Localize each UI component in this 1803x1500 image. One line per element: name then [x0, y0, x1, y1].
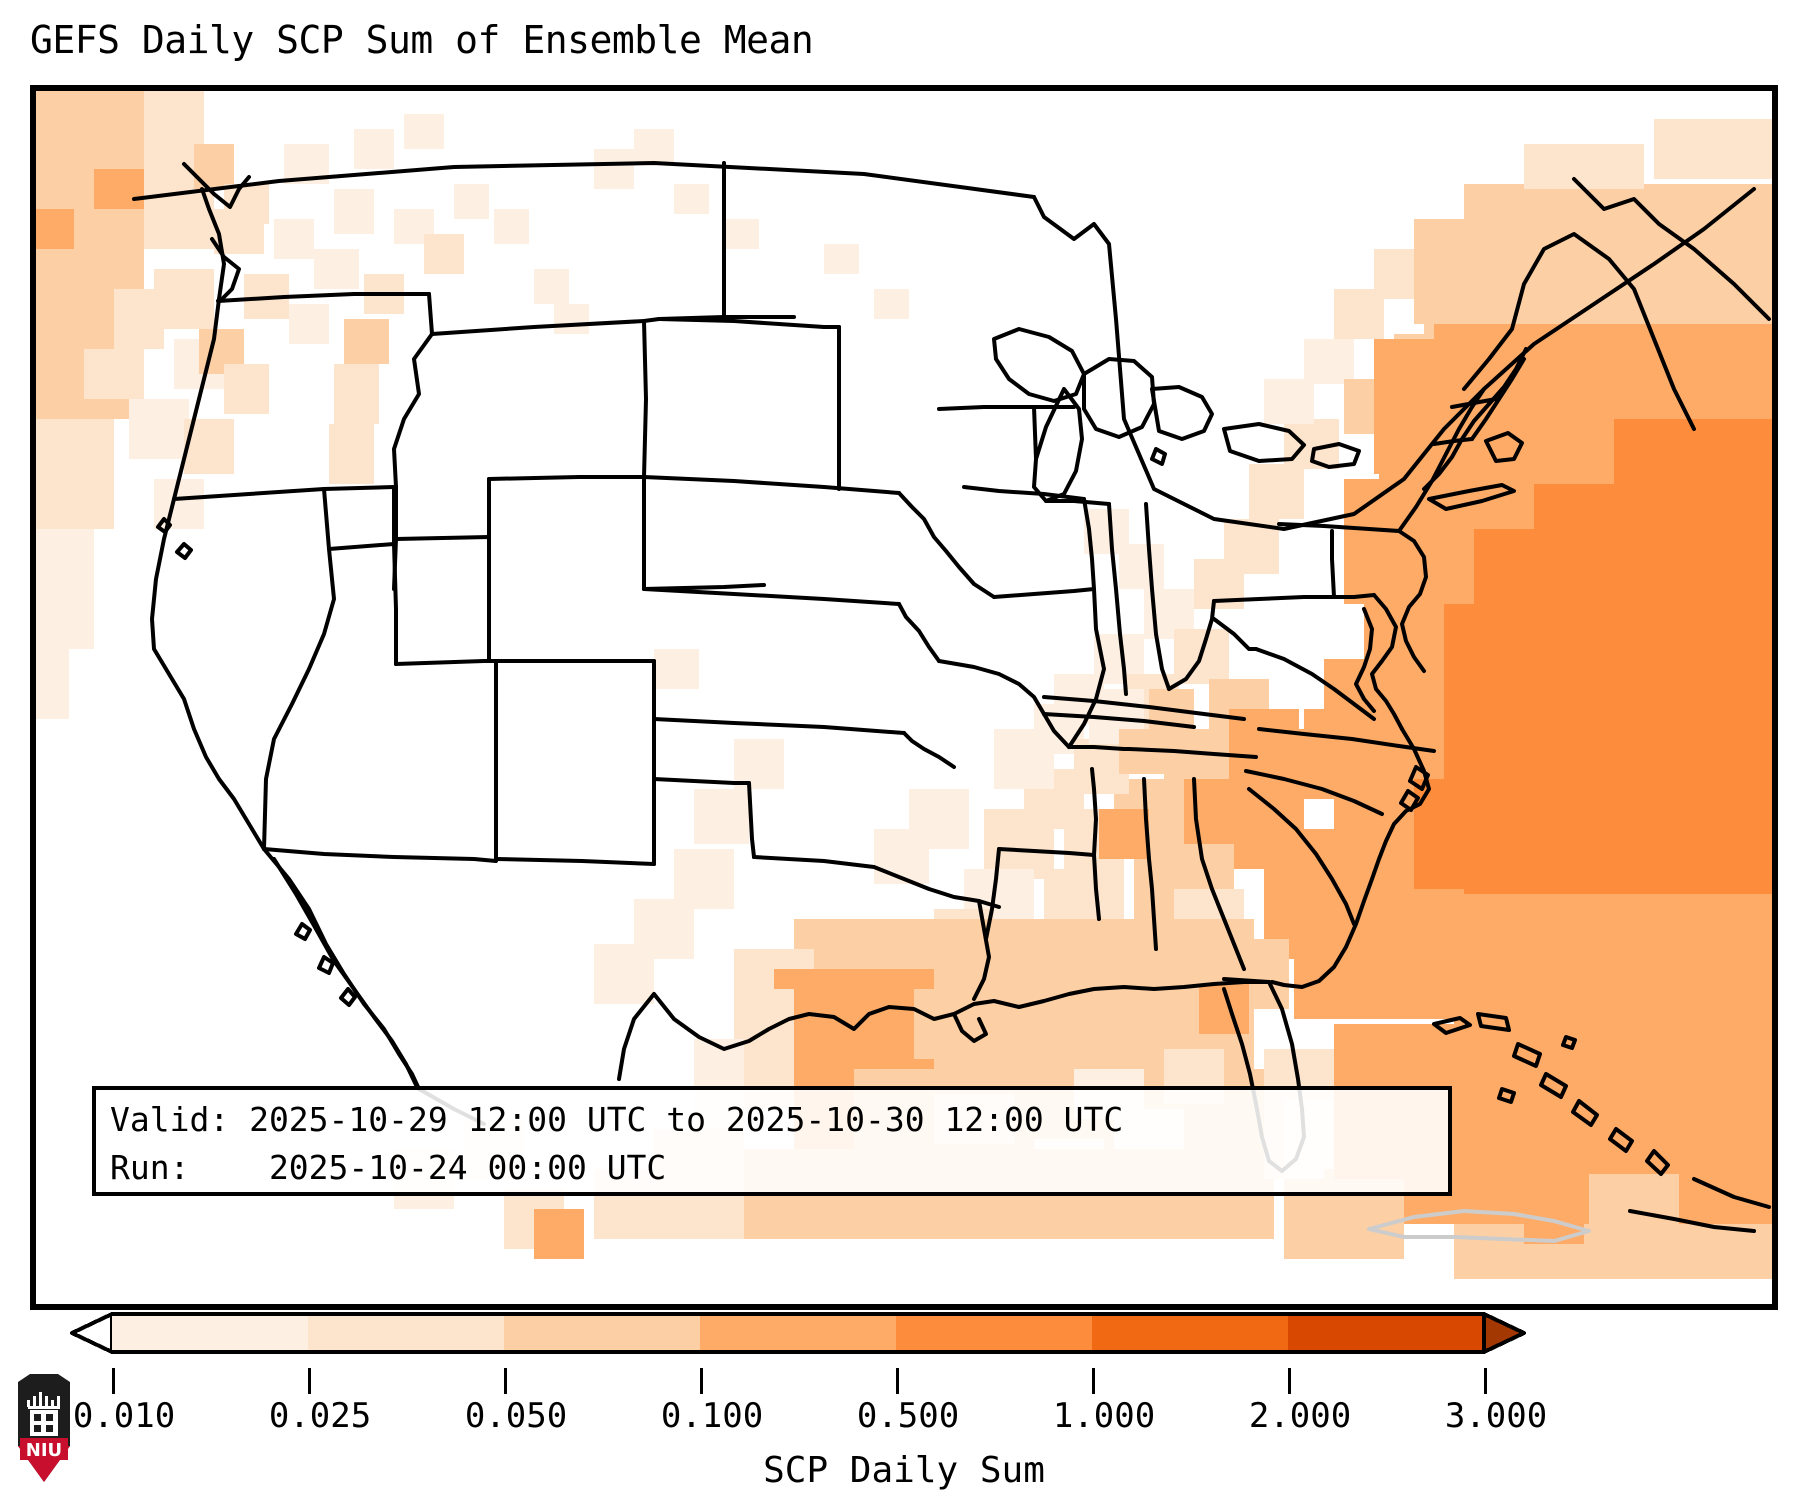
colorbar-tick-labels: 0.010 0.025 0.050 0.100 0.500 1.000 2.00…	[30, 1396, 1778, 1446]
tick-4	[896, 1368, 899, 1394]
colorbar-gradient[interactable]	[30, 1310, 1778, 1370]
tick-3	[700, 1368, 703, 1394]
tick-7	[1484, 1368, 1487, 1394]
tick-label-2: 0.050	[464, 1396, 568, 1436]
colorbar-axis-label: SCP Daily Sum	[763, 1450, 1045, 1491]
tick-label-7: 3.000	[1444, 1396, 1548, 1436]
tick-0	[112, 1368, 115, 1394]
tick-label-5: 1.000	[1052, 1396, 1156, 1436]
tick-label-0: 0.010	[72, 1396, 176, 1436]
valid-time-line: Valid: 2025-10-29 12:00 UTC to 2025-10-3…	[110, 1100, 1124, 1139]
niu-logo-text: NIU	[26, 1440, 62, 1461]
page-title: GEFS Daily SCP Sum of Ensemble Mean	[30, 18, 814, 62]
tick-label-6: 2.000	[1248, 1396, 1352, 1436]
colorbar-ticks	[30, 1368, 1778, 1398]
tick-label-4: 0.500	[856, 1396, 960, 1436]
info-box: Valid: 2025-10-29 12:00 UTC to 2025-10-3…	[92, 1086, 1452, 1196]
tick-label-3: 0.100	[660, 1396, 764, 1436]
map-panel: Valid: 2025-10-29 12:00 UTC to 2025-10-3…	[30, 85, 1778, 1310]
tick-6	[1288, 1368, 1291, 1394]
niu-shield-icon: NIU	[18, 1374, 70, 1482]
niu-logo: NIU	[14, 1372, 74, 1484]
tick-1	[308, 1368, 311, 1394]
map-canvas	[34, 89, 1774, 1306]
run-time-line: Run: 2025-10-24 00:00 UTC	[110, 1148, 667, 1187]
geography-outlines	[132, 161, 1771, 1243]
heatmap-cells	[34, 89, 1774, 1279]
colorbar[interactable]: 0.010 0.025 0.050 0.100 0.500 1.000 2.00…	[30, 1310, 1778, 1500]
tick-label-1: 0.025	[268, 1396, 372, 1436]
tick-5	[1092, 1368, 1095, 1394]
tick-2	[504, 1368, 507, 1394]
